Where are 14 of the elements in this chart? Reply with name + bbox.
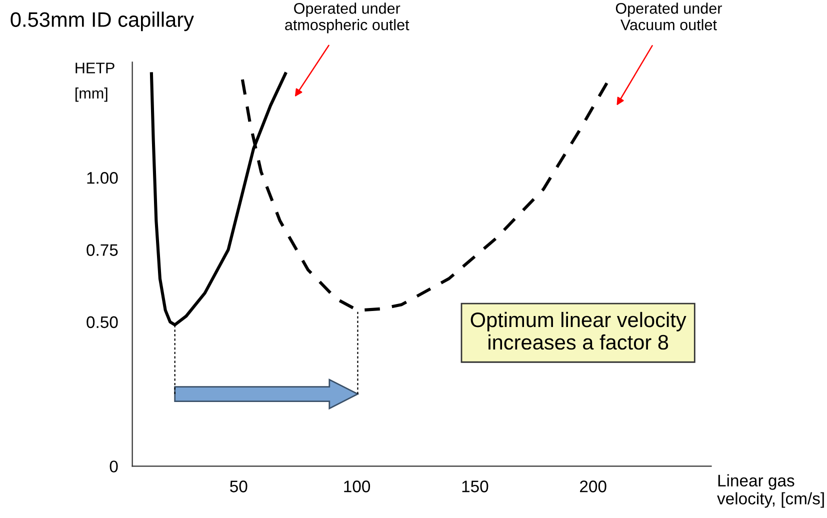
x-tick-label: 200 bbox=[580, 480, 606, 492]
text: Operated under atmospheric outlet bbox=[285, 2, 410, 34]
y-tick-label: 0.75 bbox=[86, 244, 118, 256]
y-tick-label: 0 bbox=[110, 460, 118, 472]
x-tick-label: 150 bbox=[462, 480, 488, 492]
chart-title: 0.53mm ID capillary bbox=[10, 12, 194, 32]
y-axis-title: HETP [mm] bbox=[76, 62, 114, 102]
text: Operated under Vacuum outlet bbox=[616, 2, 722, 30]
y-tick-label: 1.00 bbox=[87, 172, 118, 184]
annotation: Optimum linear velocity increases a factor 8 bbox=[470, 312, 686, 350]
x-tick-label: 100 bbox=[344, 480, 370, 492]
x-tick-label: 50 bbox=[230, 480, 248, 492]
x-axis-title: Linear gas velocity, [cm/s] bbox=[717, 474, 824, 508]
y-tick-label: 0.50 bbox=[86, 316, 118, 328]
